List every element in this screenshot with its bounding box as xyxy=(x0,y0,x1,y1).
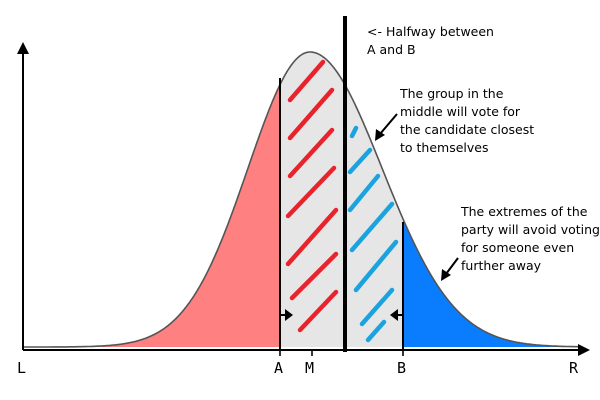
red-hatch-line xyxy=(289,251,339,301)
red-hatch-line xyxy=(297,289,339,333)
axes xyxy=(22,52,580,351)
blue-hatch-line xyxy=(353,239,399,293)
note-extremes-line-4: further away xyxy=(461,258,542,273)
note-middle-line-3: the candidate closest xyxy=(400,122,534,137)
label-b: B xyxy=(397,359,406,377)
left-extreme-region xyxy=(24,84,280,347)
red-hatch-line xyxy=(287,87,335,141)
middle-voter-region xyxy=(280,52,403,347)
label-a: A xyxy=(274,359,283,377)
blue-hatching-toward-b xyxy=(347,125,399,343)
label-m: M xyxy=(305,359,314,377)
note-middle-line-4: to themselves xyxy=(400,140,489,155)
pointer-middle-head xyxy=(375,129,385,141)
annotation-pointers xyxy=(375,113,459,281)
blue-hatch-line xyxy=(347,147,373,175)
red-hatch-line xyxy=(287,127,335,179)
blue-hatch-line xyxy=(365,319,387,343)
bell-curve-outline xyxy=(24,51,578,348)
red-hatch-line xyxy=(287,59,326,103)
pointer-extremes-shaft xyxy=(445,257,459,275)
pointer-extremes-head xyxy=(441,269,451,281)
arrow-left-head xyxy=(390,309,398,321)
blue-hatch-line xyxy=(359,287,395,327)
label-l: L xyxy=(17,359,26,377)
note-middle-line-1: The group in the xyxy=(399,86,504,101)
note-halfway-line-1: <- Halfway between xyxy=(367,24,494,39)
axis-ticks xyxy=(279,350,404,356)
note-extremes-line-2: party will avoid voting xyxy=(461,222,600,237)
inward-arrows xyxy=(280,309,403,321)
blue-hatch-line xyxy=(347,173,381,213)
pointer-middle-shaft xyxy=(379,113,398,135)
note-extremes-line-3: for someone even xyxy=(461,240,574,255)
y-axis-arrowhead xyxy=(17,42,29,54)
note-halfway-line-2: A and B xyxy=(367,42,416,57)
note-extremes-line-1: The extremes of the xyxy=(460,204,588,219)
red-hatching-toward-a xyxy=(285,59,339,333)
red-hatch-line xyxy=(285,165,337,219)
label-r: R xyxy=(569,359,579,377)
arrow-right-head xyxy=(285,309,293,321)
note-middle-line-2: middle will vote for xyxy=(400,104,521,119)
blue-hatch-line xyxy=(349,201,395,253)
blue-hatch-line xyxy=(349,125,359,139)
x-axis-arrowhead xyxy=(578,344,590,356)
red-hatch-line xyxy=(285,207,339,267)
right-extreme-region xyxy=(403,218,578,347)
